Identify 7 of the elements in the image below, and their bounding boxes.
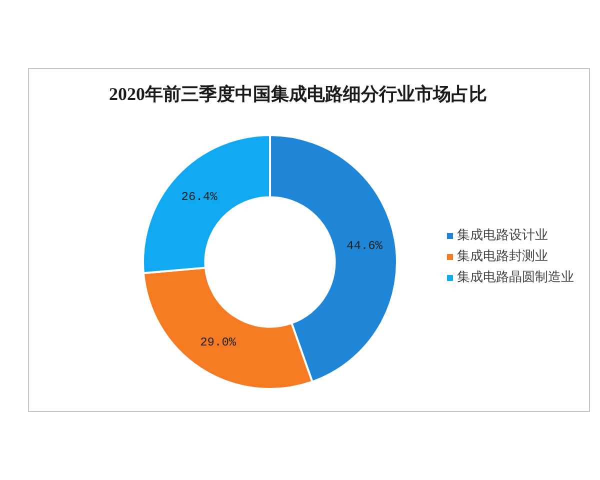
- chart-title: 2020年前三季度中国集成电路细分行业市场占比: [108, 83, 488, 106]
- data-label: 29.0%: [200, 336, 237, 350]
- data-label: 26.4%: [181, 190, 218, 204]
- legend-label: 集成电路封测业: [457, 248, 548, 263]
- legend-label: 集成电路设计业: [457, 227, 548, 242]
- legend-label: 集成电路晶圆制造业: [457, 269, 574, 284]
- data-label: 44.6%: [346, 238, 384, 253]
